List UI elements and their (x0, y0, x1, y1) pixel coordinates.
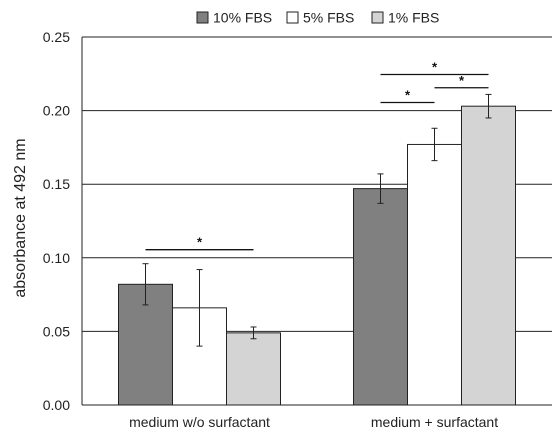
y-tick-label: 0.15 (43, 176, 70, 192)
x-category-labels: medium w/o surfactant medium + surfactant (129, 414, 498, 430)
bar (354, 189, 408, 405)
y-tick-label: 0.05 (43, 323, 70, 339)
legend-label: 5% FBS (303, 10, 354, 26)
bars (119, 106, 516, 405)
legend-label: 10% FBS (213, 10, 272, 26)
significance-star: * (405, 88, 411, 103)
significance-star: * (432, 60, 438, 75)
bar (227, 333, 281, 405)
y-tick-label: 0.00 (43, 397, 70, 413)
significance-star: * (197, 235, 203, 250)
y-tick-label: 0.20 (43, 103, 70, 119)
legend: 10% FBS 5% FBS 1% FBS (197, 10, 439, 26)
y-tick-label: 0.10 (43, 250, 70, 266)
legend-swatch (197, 12, 208, 23)
legend-swatch (287, 12, 298, 23)
x-category-label: medium w/o surfactant (129, 414, 270, 430)
y-tick-label: 0.25 (43, 29, 70, 45)
legend-label: 1% FBS (388, 10, 439, 26)
y-tick-labels: 0.00 0.05 0.10 0.15 0.20 0.25 (43, 29, 70, 413)
bar (408, 144, 462, 405)
x-category-label: medium + surfactant (371, 414, 498, 430)
legend-swatch (372, 12, 383, 23)
y-axis-label: absorbance at 492 nm (12, 138, 29, 297)
bar (462, 106, 516, 405)
